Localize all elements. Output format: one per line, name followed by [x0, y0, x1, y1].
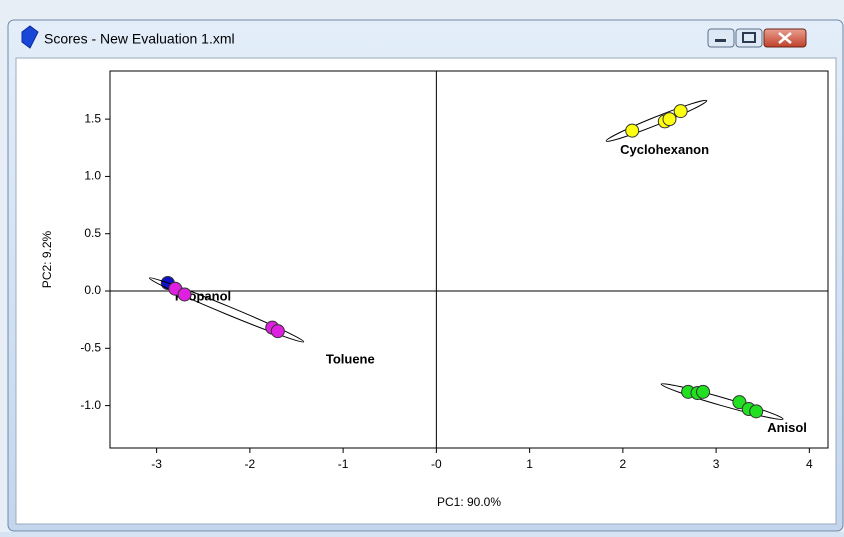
point — [673, 104, 688, 119]
maximize-button[interactable] — [735, 28, 763, 48]
point — [732, 395, 747, 410]
y-axis-label: PC2: 9.2% — [40, 230, 54, 288]
group-label: Anisol — [767, 420, 807, 435]
group-label: Cyclohexanon — [620, 142, 709, 157]
x-tick-label: -1 — [338, 457, 349, 471]
y-tick-label: -1.0 — [80, 398, 101, 412]
y-tick-label: 1.0 — [84, 169, 101, 183]
y-tick-label: 0.5 — [84, 226, 101, 240]
confidence-ellipse — [605, 99, 708, 142]
minimize-button[interactable] — [707, 28, 735, 48]
x-tick-label: 4 — [806, 457, 813, 471]
close-icon — [778, 32, 792, 44]
x-axis-label: PC1: 90.0% — [437, 495, 501, 509]
confidence-ellipse — [660, 383, 784, 420]
y-tick-label: 1.5 — [84, 111, 101, 125]
x-tick-label: -0 — [431, 457, 442, 471]
point — [749, 404, 764, 419]
plot-area — [109, 70, 829, 449]
group-label: Toluene — [326, 352, 375, 367]
x-tick-label: 3 — [713, 457, 720, 471]
point — [696, 384, 711, 399]
confidence-ellipse — [148, 277, 305, 343]
x-tick-label: 2 — [620, 457, 627, 471]
y-tick-label: 0.0 — [84, 283, 101, 297]
point — [177, 287, 192, 302]
y-tick-label: -0.5 — [80, 340, 101, 354]
point — [625, 123, 640, 138]
plot: -3 -2 -1 -0 1 2 3 4 1.5 1.0 0.5 0.0 -0.5 -1.0 PC1: 90.… — [40, 70, 829, 509]
window-title: Scores - New Evaluation 1.xml — [44, 31, 235, 47]
minimize-icon — [715, 39, 726, 42]
x-tick-label: -3 — [151, 457, 162, 471]
x-tick-label: 1 — [526, 457, 533, 471]
point — [662, 112, 677, 127]
x-tick-label: -2 — [245, 457, 256, 471]
maximize-icon — [742, 32, 756, 43]
point — [270, 324, 285, 339]
app-icon — [21, 25, 39, 49]
